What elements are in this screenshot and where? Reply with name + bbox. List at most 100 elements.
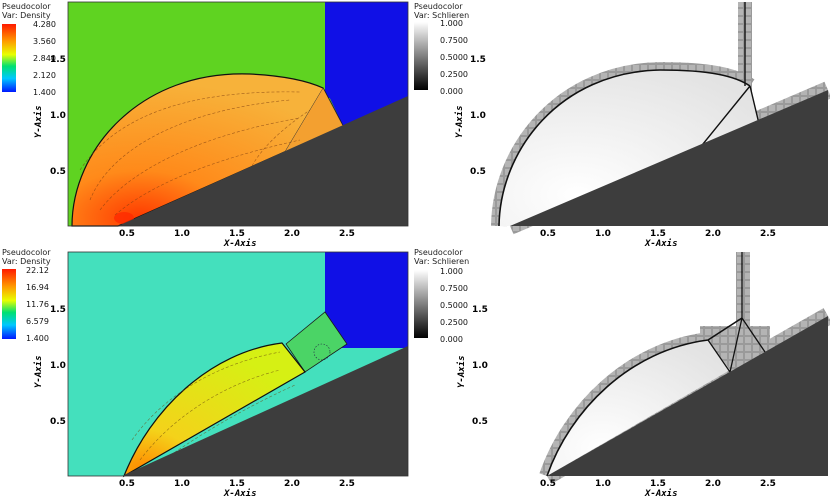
legend-tick-label: 6.579 bbox=[26, 317, 49, 326]
y-tick-label: 1.0 bbox=[472, 361, 488, 371]
legend-tick-label: 1.000 bbox=[440, 267, 463, 276]
legend-top-left: Pseudocolor Var: Density 4.280 3.560 2.8… bbox=[2, 2, 56, 97]
legend-bottom-left: Pseudocolor Var: Density 22.12 16.94 11.… bbox=[2, 248, 51, 343]
x-tick-label: 2.0 bbox=[284, 479, 300, 489]
legend-tick-label: 11.76 bbox=[26, 300, 49, 309]
x-tick-label: 0.5 bbox=[119, 479, 135, 489]
x-tick-label: 0.5 bbox=[119, 229, 135, 239]
legend-tick-label: 1.400 bbox=[26, 334, 49, 343]
x-tick-label: 1.0 bbox=[174, 229, 190, 239]
axes-bottom-left: 0.5 1.0 1.5 2.0 2.5 X-Axis 1.5 1.0 0.5 Y… bbox=[33, 305, 355, 499]
x-tick-label: 2.5 bbox=[339, 229, 355, 239]
legend-tick-label: 3.560 bbox=[33, 37, 56, 46]
x-tick-label: 1.0 bbox=[595, 479, 611, 489]
y-tick-label: 0.5 bbox=[472, 417, 488, 427]
x-tick-label: 2.0 bbox=[284, 229, 300, 239]
y-tick-label: 1.0 bbox=[470, 111, 486, 121]
shocked-bubble bbox=[71, 73, 344, 227]
x-axis-title: X-Axis bbox=[223, 238, 257, 249]
legend-colorbar bbox=[414, 270, 428, 338]
legend-var: Var: Density bbox=[2, 11, 51, 20]
legend-tick-label: 0.7500 bbox=[440, 284, 468, 293]
legend-tick-label: 1.400 bbox=[33, 88, 56, 97]
legend-tick-label: 0.5000 bbox=[440, 301, 468, 310]
legend-colorbar bbox=[2, 24, 16, 92]
y-tick-label: 0.5 bbox=[50, 417, 66, 427]
x-axis-title: X-Axis bbox=[644, 488, 678, 499]
x-tick-label: 1.0 bbox=[174, 479, 190, 489]
mach-stem-region bbox=[285, 311, 348, 373]
amr-block-jet bbox=[736, 252, 750, 332]
x-axis-title: X-Axis bbox=[223, 488, 257, 499]
contour-lines bbox=[79, 91, 311, 216]
legend-var: Var: Density bbox=[2, 257, 51, 266]
legend-tick-label: 22.12 bbox=[26, 266, 49, 275]
x-tick-label: 1.0 bbox=[595, 229, 611, 239]
bow-shock bbox=[546, 317, 743, 477]
legend-tick-label: 0.2500 bbox=[440, 318, 468, 327]
panel-top-right bbox=[491, 2, 830, 235]
legend-tick-label: 0.000 bbox=[440, 335, 463, 344]
bow-shock bbox=[498, 69, 751, 227]
x-tick-label: 2.5 bbox=[339, 479, 355, 489]
legend-title: Pseudocolor bbox=[414, 248, 463, 257]
y-tick-label: 1.0 bbox=[50, 361, 66, 371]
wedge-wall bbox=[122, 346, 408, 476]
y-axis-title: Y-Axis bbox=[33, 355, 44, 388]
inflow-region bbox=[325, 2, 408, 98]
wedge-wall bbox=[118, 96, 408, 226]
x-tick-label: 2.5 bbox=[760, 229, 776, 239]
legend-colorbar bbox=[2, 269, 16, 339]
y-axis-title: Y-Axis bbox=[456, 355, 467, 388]
legend-title: Pseudocolor bbox=[2, 2, 51, 11]
y-axis-title: Y-Axis bbox=[33, 105, 44, 138]
legend-top-right: Pseudocolor Var: Schlieren 1.000 0.7500 … bbox=[414, 2, 469, 96]
vortex-contours bbox=[313, 343, 331, 361]
schlieren-bubble bbox=[547, 340, 730, 476]
x-axis-title: X-Axis bbox=[644, 238, 678, 249]
legend-tick-label: 16.94 bbox=[26, 283, 49, 292]
y-axis-title: Y-Axis bbox=[454, 105, 465, 138]
plot-frame bbox=[67, 251, 409, 477]
x-tick-label: 0.5 bbox=[540, 479, 556, 489]
legend-var: Var: Schlieren bbox=[414, 11, 469, 20]
x-tick-label: 2.0 bbox=[705, 229, 721, 239]
axes-top-right: 0.5 1.0 1.5 2.0 2.5 X-Axis 1.5 1.0 0.5 Y… bbox=[454, 55, 776, 249]
panel-bottom-left bbox=[67, 251, 409, 478]
plot-frame bbox=[67, 1, 409, 227]
y-tick-label: 1.5 bbox=[50, 55, 66, 65]
y-tick-label: 1.5 bbox=[472, 305, 488, 315]
legend-tick-label: 0.2500 bbox=[440, 70, 468, 79]
y-tick-label: 0.5 bbox=[470, 167, 486, 177]
wedge-wall bbox=[547, 316, 828, 476]
x-tick-label: 1.5 bbox=[650, 229, 666, 239]
triple-point-shocks bbox=[707, 252, 766, 373]
wedge-wall bbox=[510, 90, 828, 226]
schlieren-bubble bbox=[499, 70, 760, 226]
axes-top-left: 0.5 1.0 1.5 2.0 2.5 X-Axis 1.5 1.0 0.5 Y… bbox=[33, 55, 355, 249]
density-peak bbox=[114, 212, 134, 224]
legend-title: Pseudocolor bbox=[2, 248, 51, 257]
y-tick-label: 1.0 bbox=[50, 111, 66, 121]
y-tick-label: 1.5 bbox=[50, 305, 66, 315]
x-tick-label: 1.5 bbox=[229, 229, 245, 239]
y-tick-label: 0.5 bbox=[50, 167, 66, 177]
panel-bottom-right bbox=[494, 252, 830, 484]
inflow-region-lower bbox=[325, 88, 408, 126]
legend-tick-label: 1.000 bbox=[440, 19, 463, 28]
x-tick-label: 1.5 bbox=[650, 479, 666, 489]
legend-tick-label: 0.7500 bbox=[440, 36, 468, 45]
legend-tick-label: 4.280 bbox=[33, 20, 56, 29]
panel-top-left bbox=[67, 1, 409, 227]
x-tick-label: 2.0 bbox=[705, 479, 721, 489]
legend-bottom-right: Pseudocolor Var: Schlieren 1.000 0.7500 … bbox=[414, 248, 469, 344]
x-tick-label: 1.5 bbox=[229, 479, 245, 489]
legend-title: Pseudocolor bbox=[414, 2, 463, 11]
legend-tick-label: 2.120 bbox=[33, 71, 56, 80]
y-tick-label: 1.5 bbox=[470, 55, 486, 65]
legend-tick-label: 2.840 bbox=[33, 54, 56, 63]
legend-var: Var: Schlieren bbox=[414, 257, 469, 266]
legend-tick-label: 0.000 bbox=[440, 87, 463, 96]
legend-tick-label: 0.5000 bbox=[440, 53, 468, 62]
